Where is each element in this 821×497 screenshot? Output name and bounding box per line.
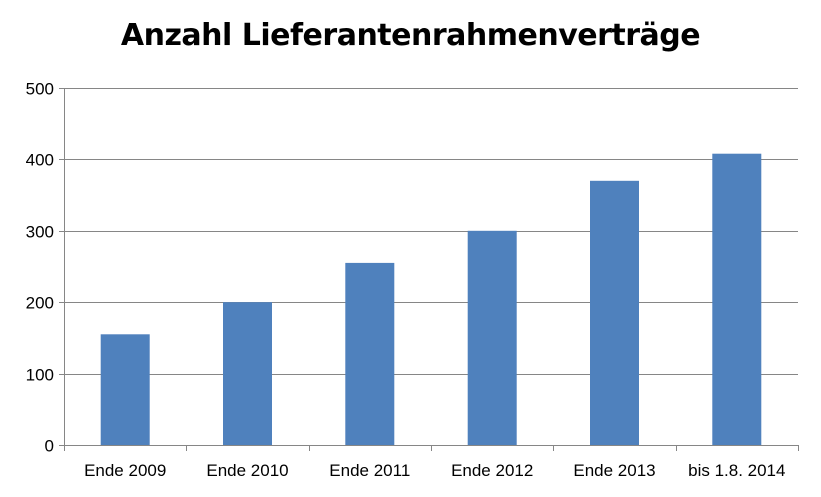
chart-title: Anzahl Lieferantenrahmenverträge bbox=[120, 18, 701, 53]
bars bbox=[100, 153, 762, 446]
y-tick-label: 300 bbox=[26, 223, 54, 242]
x-tick-label: Ende 2011 bbox=[329, 461, 410, 480]
x-tick-label: Ende 2009 bbox=[84, 461, 166, 480]
y-tick-label: 200 bbox=[26, 294, 54, 313]
bar-3 bbox=[467, 230, 517, 445]
y-tick-label: 100 bbox=[26, 366, 54, 385]
bar-4 bbox=[590, 180, 639, 446]
bar-5 bbox=[712, 153, 762, 445]
bar-0 bbox=[100, 334, 150, 445]
x-tick-label: Ende 2012 bbox=[451, 461, 533, 480]
bar-1 bbox=[223, 302, 272, 445]
gridlines bbox=[64, 88, 798, 375]
x-tick-label: bis 1.8. 2014 bbox=[688, 461, 785, 480]
y-tick-label: 0 bbox=[45, 437, 54, 456]
y-tick-label: 500 bbox=[26, 80, 54, 99]
y-tick-label: 400 bbox=[26, 151, 54, 170]
bar-2 bbox=[345, 262, 395, 445]
tick-labels: 0 100 200 300 400 500 Ende 2009 Ende 2010 Ende 2… bbox=[26, 80, 786, 481]
x-tick-label: Ende 2013 bbox=[573, 461, 655, 480]
x-tick-label: Ende 2010 bbox=[206, 461, 288, 480]
axes bbox=[59, 88, 799, 451]
